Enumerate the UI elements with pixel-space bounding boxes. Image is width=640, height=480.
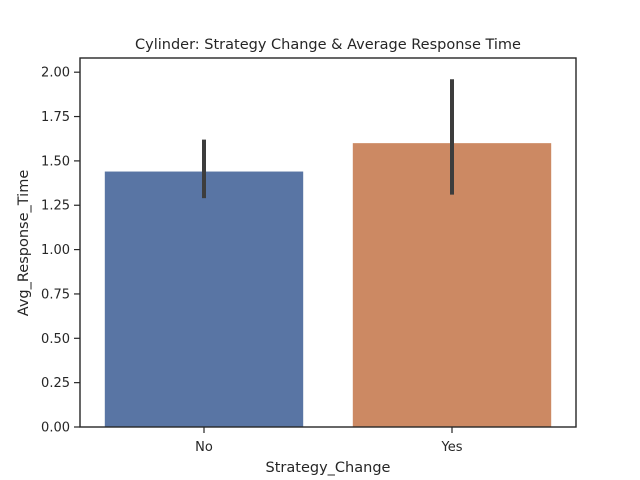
x-tick-label-yes: Yes [441, 440, 463, 455]
x-tick-label-no: No [195, 440, 213, 455]
y-tick-label: 1.00 [41, 243, 70, 258]
y-tick-label: 1.25 [41, 199, 70, 214]
x-axis-label: Strategy_Change [266, 460, 391, 476]
bar-no [104, 171, 304, 427]
y-tick-label: 0.00 [41, 421, 70, 436]
y-tick-label: 2.00 [41, 66, 70, 81]
y-tick-label: 0.50 [41, 332, 70, 347]
y-tick-label: 0.25 [41, 376, 70, 391]
chart-title: Cylinder: Strategy Change & Average Resp… [135, 37, 521, 53]
y-axis-label: Avg_Response_Time [16, 170, 32, 317]
y-tick-label: 1.75 [41, 110, 70, 125]
axes-frame [79, 57, 577, 428]
y-tick-label: 1.50 [41, 154, 70, 169]
plot-area: No Yes 0.00 0.25 0.50 0.75 1.00 1.25 1.50 1.75 2.0… [41, 57, 577, 455]
y-tick-label: 0.75 [41, 287, 70, 302]
